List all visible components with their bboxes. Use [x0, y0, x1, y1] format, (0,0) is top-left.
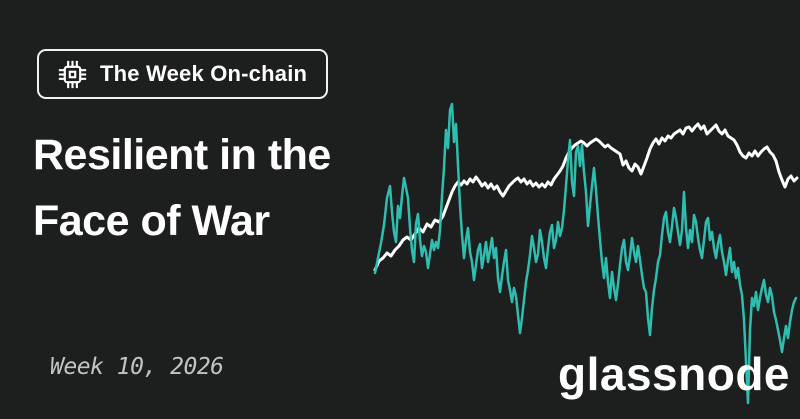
glassnode-logo: glassnode	[558, 348, 791, 400]
title-line-1: Resilient in the	[33, 131, 331, 179]
week-label: Week 10, 2026	[50, 354, 224, 380]
teal-line	[373, 102, 798, 405]
title-line-2: Face of War	[33, 197, 270, 245]
page-title: Resilient in the Face of War	[33, 122, 331, 254]
badge-label: The Week On-chain	[100, 61, 308, 86]
onchain-chart	[373, 102, 799, 405]
cpu-chip-icon	[58, 60, 87, 88]
week-onchain-badge: The Week On-chain	[37, 49, 329, 99]
